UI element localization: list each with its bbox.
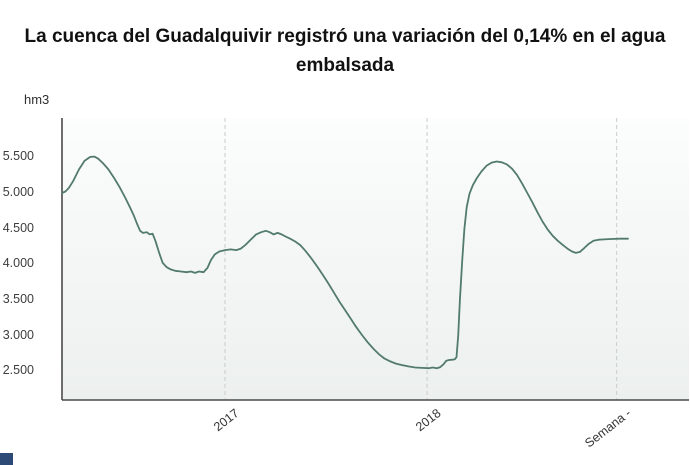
corner-logo [0, 453, 13, 465]
y-axis-tick-label: 4.000 [2, 256, 34, 271]
y-axis-tick-label: 5.500 [2, 149, 34, 164]
y-axis-tick-label: 3.500 [2, 292, 34, 307]
y-axis-tick-label: 4.500 [2, 220, 34, 235]
y-axis-tick-label: 5.000 [2, 184, 34, 199]
y-axis-unit-label: hm3 [24, 92, 50, 107]
y-axis-tick-label: 2.500 [2, 363, 34, 378]
chart-title: La cuenca del Guadalquivir registró una … [24, 26, 666, 77]
y-axis-tick-label: 3.000 [2, 327, 34, 342]
